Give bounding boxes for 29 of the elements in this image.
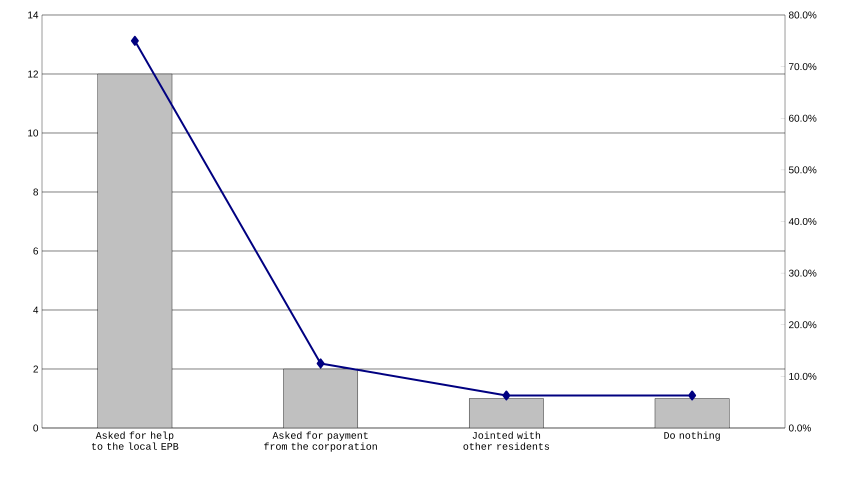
y-tick-label: 0 — [33, 424, 38, 432]
x-tick-label: Asked for help to the local EPB — [92, 432, 178, 450]
x-tick-label: Asked for payment from the corporation — [264, 432, 377, 452]
y-tick-label: 4 — [33, 306, 38, 314]
y2-tick-label: 80.0% — [788, 11, 816, 19]
y-tick-label: 8 — [33, 188, 38, 196]
y2-tick-label: 30.0% — [788, 270, 816, 277]
bar — [283, 368, 358, 428]
bar — [98, 74, 172, 428]
y-tick-label: 12 — [28, 70, 38, 78]
y2-tick-label: 20.0% — [789, 321, 816, 328]
y2-tick-label: 60.0% — [789, 114, 816, 122]
y2-tick-label: 0.0% — [788, 424, 811, 432]
point — [502, 390, 510, 400]
bar — [654, 398, 730, 428]
y2-tick-label: 40.0% — [788, 218, 816, 226]
point — [316, 358, 325, 368]
y-tick-label: 10 — [28, 129, 38, 137]
x-tick-label: Do nothing — [664, 432, 720, 441]
point — [688, 390, 696, 400]
x-tick-label: Jointed with other residents — [463, 432, 550, 450]
y-tick-label: 14 — [28, 12, 38, 18]
y-tick-label: 6 — [33, 247, 38, 255]
y2-tick-label: 70.0% — [789, 63, 816, 70]
point — [130, 36, 139, 46]
y2-tick-label: 50.0% — [788, 166, 816, 174]
y2-tick-label: 10.0% — [789, 372, 816, 380]
y-tick-label: 2 — [33, 366, 38, 372]
bar — [469, 398, 544, 428]
